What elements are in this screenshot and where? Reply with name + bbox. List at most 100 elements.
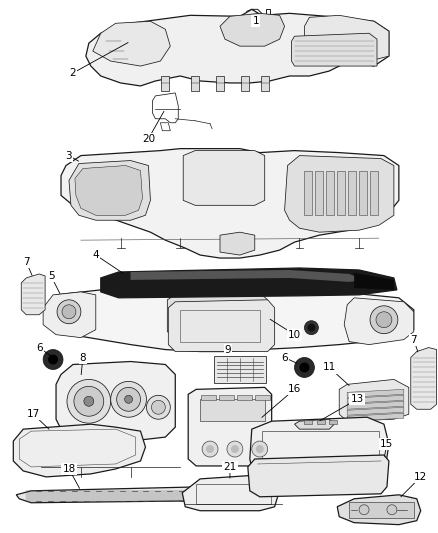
Polygon shape <box>337 495 421 524</box>
Polygon shape <box>13 424 145 477</box>
Polygon shape <box>167 293 268 337</box>
Text: 8: 8 <box>80 352 86 362</box>
Polygon shape <box>261 76 268 91</box>
Bar <box>318 420 325 424</box>
Text: 5: 5 <box>48 271 54 281</box>
Bar <box>214 356 266 383</box>
Bar <box>329 420 337 424</box>
Polygon shape <box>411 348 437 409</box>
Polygon shape <box>168 300 275 352</box>
Polygon shape <box>61 149 399 258</box>
Text: 13: 13 <box>350 394 364 405</box>
Polygon shape <box>370 171 378 215</box>
Polygon shape <box>344 298 414 345</box>
Polygon shape <box>347 413 404 421</box>
Circle shape <box>359 505 369 515</box>
Polygon shape <box>93 21 170 66</box>
Polygon shape <box>315 171 323 215</box>
Circle shape <box>294 358 314 377</box>
Polygon shape <box>101 268 397 298</box>
Text: 7: 7 <box>410 335 417 345</box>
Polygon shape <box>188 387 272 466</box>
Circle shape <box>74 386 104 416</box>
Bar <box>201 395 216 400</box>
Bar <box>304 420 312 424</box>
Circle shape <box>300 362 309 373</box>
Polygon shape <box>347 389 404 397</box>
Polygon shape <box>21 274 45 315</box>
Circle shape <box>231 445 239 453</box>
Polygon shape <box>354 273 394 290</box>
Text: 16: 16 <box>288 384 301 394</box>
Polygon shape <box>241 76 249 91</box>
Circle shape <box>202 441 218 457</box>
Circle shape <box>376 312 392 328</box>
Polygon shape <box>56 361 175 441</box>
Polygon shape <box>220 232 255 255</box>
Circle shape <box>67 379 111 423</box>
Polygon shape <box>347 407 404 415</box>
Polygon shape <box>347 395 404 403</box>
Polygon shape <box>248 455 389 497</box>
Text: 9: 9 <box>225 344 231 354</box>
Circle shape <box>84 397 94 406</box>
Circle shape <box>43 350 63 369</box>
Text: 11: 11 <box>323 362 336 373</box>
Text: 10: 10 <box>288 329 301 340</box>
Polygon shape <box>43 292 96 337</box>
Polygon shape <box>250 417 389 487</box>
Circle shape <box>256 445 264 453</box>
Circle shape <box>304 321 318 335</box>
Polygon shape <box>216 76 224 91</box>
Bar <box>262 431 379 476</box>
Circle shape <box>111 382 146 417</box>
Bar <box>349 502 414 518</box>
Polygon shape <box>191 76 199 91</box>
Bar <box>260 445 270 451</box>
Circle shape <box>227 441 243 457</box>
Circle shape <box>57 300 81 324</box>
Text: 7: 7 <box>23 257 29 267</box>
Bar <box>255 395 270 400</box>
Polygon shape <box>131 270 364 282</box>
Text: 3: 3 <box>66 151 72 160</box>
Text: 20: 20 <box>142 134 155 144</box>
Bar <box>237 395 252 400</box>
Text: 12: 12 <box>414 472 427 482</box>
Polygon shape <box>183 151 265 205</box>
Polygon shape <box>16 487 235 503</box>
Polygon shape <box>49 290 414 352</box>
Polygon shape <box>304 15 389 61</box>
Circle shape <box>152 400 165 414</box>
Bar <box>260 437 270 443</box>
Circle shape <box>307 324 315 332</box>
Polygon shape <box>285 156 394 232</box>
Text: 6: 6 <box>281 352 288 362</box>
Polygon shape <box>69 160 150 220</box>
Polygon shape <box>304 171 312 215</box>
Circle shape <box>252 441 268 457</box>
Bar <box>200 399 265 421</box>
Circle shape <box>146 395 170 419</box>
Polygon shape <box>326 171 334 215</box>
Circle shape <box>117 387 141 411</box>
Circle shape <box>48 354 58 365</box>
Polygon shape <box>294 419 334 429</box>
Polygon shape <box>359 171 367 215</box>
Circle shape <box>387 505 397 515</box>
Polygon shape <box>161 76 170 91</box>
Text: 21: 21 <box>223 462 237 472</box>
Bar <box>260 429 270 435</box>
Text: 2: 2 <box>70 68 76 78</box>
Text: 18: 18 <box>62 464 76 474</box>
Bar <box>196 484 271 504</box>
Polygon shape <box>339 379 409 421</box>
Bar <box>219 395 234 400</box>
Polygon shape <box>348 171 356 215</box>
Circle shape <box>206 445 214 453</box>
Polygon shape <box>337 171 345 215</box>
Polygon shape <box>220 13 285 46</box>
Polygon shape <box>86 10 389 86</box>
Polygon shape <box>347 401 404 409</box>
Circle shape <box>62 305 76 319</box>
